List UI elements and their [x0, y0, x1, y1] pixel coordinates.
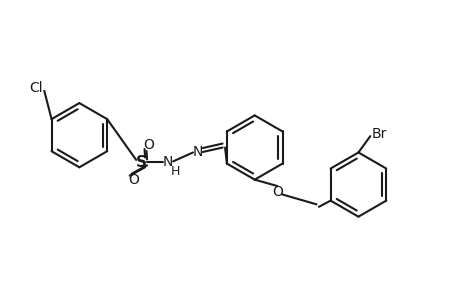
- Text: Br: Br: [371, 127, 386, 141]
- Text: S: S: [135, 155, 146, 170]
- Text: O: O: [271, 185, 282, 199]
- Text: H: H: [170, 165, 179, 178]
- Text: N: N: [162, 155, 173, 169]
- Text: N: N: [192, 146, 202, 160]
- Text: Cl: Cl: [29, 81, 43, 95]
- Text: O: O: [128, 172, 139, 187]
- Text: O: O: [143, 138, 154, 152]
